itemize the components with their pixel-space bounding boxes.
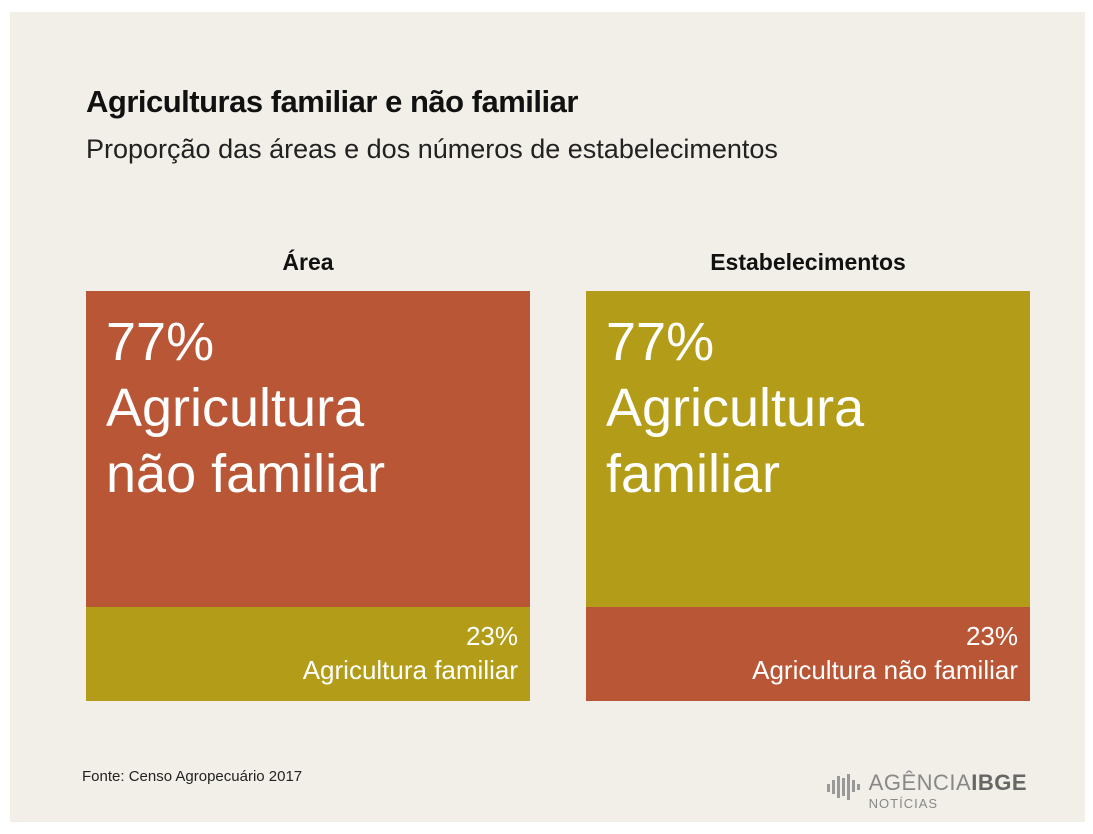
value-label: 23% bbox=[465, 620, 518, 651]
brand-logo: AGÊNCIAIBGE NOTÍCIAS bbox=[826, 770, 1027, 811]
value-label: 77% bbox=[106, 312, 215, 372]
brand-name: AGÊNCIA bbox=[868, 770, 972, 795]
background-panel: Agriculturas familiar e não familiar Pro… bbox=[10, 12, 1085, 822]
panel-title: Área bbox=[282, 249, 334, 275]
bar-segment: 77% Agricultura familiar bbox=[586, 291, 1030, 607]
brand-emphasis: IBGE bbox=[971, 770, 1027, 795]
bar-segment: 23% Agricultura não familiar bbox=[586, 606, 1030, 701]
value-label: 23% bbox=[965, 620, 1018, 651]
segment-label: Agricultura não familiar bbox=[106, 378, 386, 504]
segment-label: Agricultura familiar bbox=[302, 654, 518, 685]
brand-sub: NOTÍCIAS bbox=[868, 796, 939, 811]
chart-subtitle: Proporção das áreas e dos números de est… bbox=[86, 134, 778, 164]
chart-title: Agriculturas familiar e não familiar bbox=[86, 84, 578, 119]
value-label: 77% bbox=[606, 312, 715, 372]
logo-icon bbox=[826, 774, 860, 800]
segment-label: Agricultura familiar bbox=[606, 378, 865, 504]
segment-label: Agricultura não familiar bbox=[752, 654, 1018, 685]
source-note: Fonte: Censo Agropecuário 2017 bbox=[82, 768, 303, 785]
panel-title: Estabelecimentos bbox=[710, 249, 906, 275]
bar-segment: 77% Agricultura não familiar bbox=[86, 291, 530, 607]
bar-segment: 23% Agricultura familiar bbox=[86, 606, 530, 701]
